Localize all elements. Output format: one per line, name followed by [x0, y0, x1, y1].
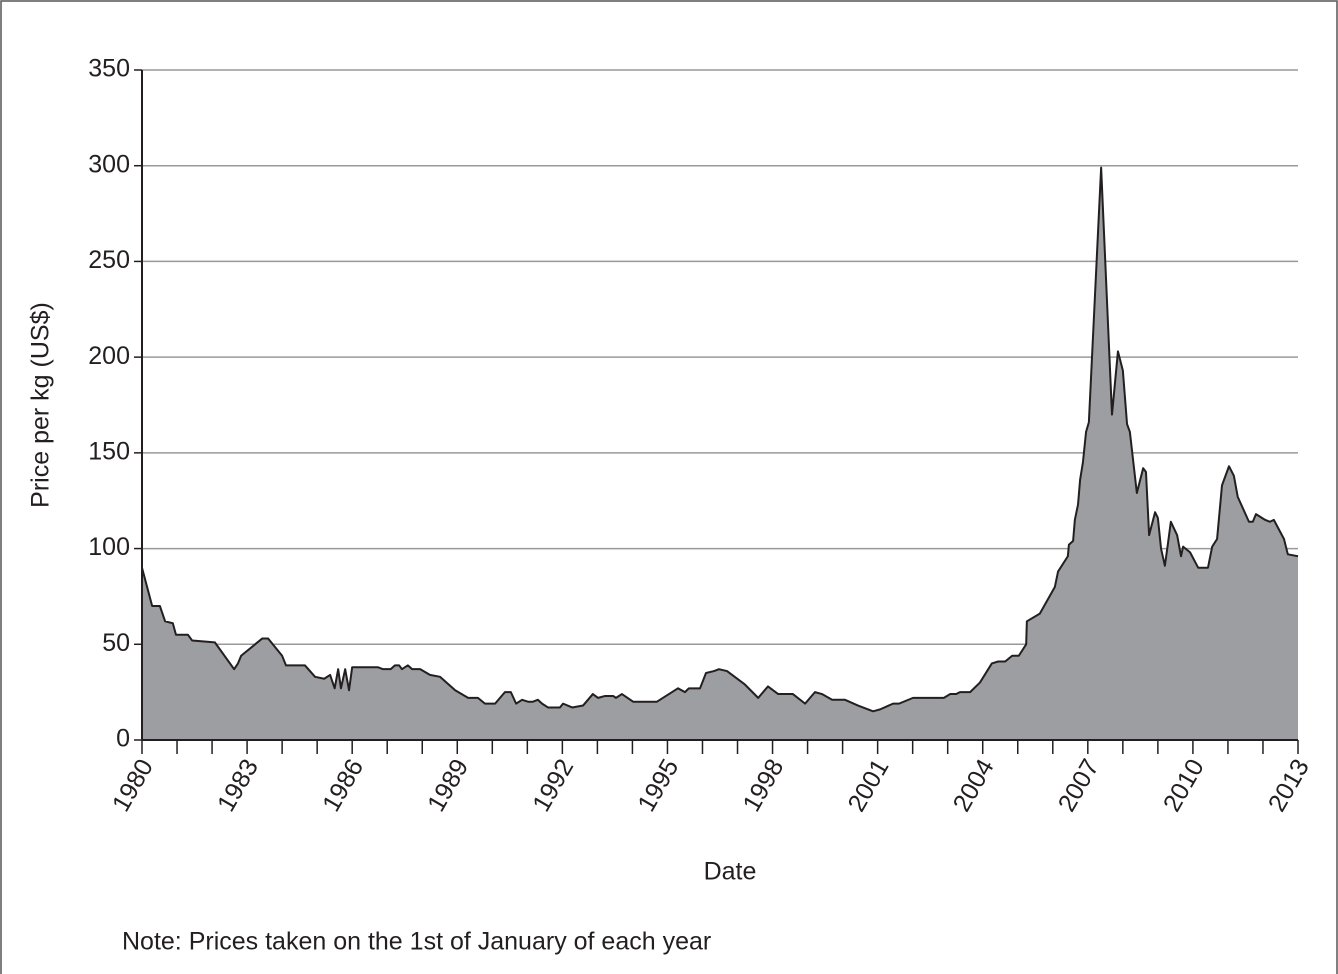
x-tick-label: 2004: [948, 754, 1000, 816]
x-tick-label: 2010: [1158, 754, 1210, 816]
y-tick-label: 150: [88, 437, 130, 465]
area-outline: [141, 166, 1299, 713]
y-tick-label: 100: [88, 533, 130, 561]
x-tick-label: 1986: [317, 754, 369, 816]
x-tick-label: 1992: [527, 754, 579, 816]
x-tick-label: 2001: [842, 754, 894, 816]
x-tick-label: 2013: [1263, 754, 1315, 816]
y-tick-label: 50: [102, 629, 130, 657]
y-tick-label: 350: [88, 55, 130, 83]
x-tick-label: 1998: [737, 754, 789, 816]
area: [142, 167, 1298, 741]
note: Note: Prices taken on the 1st of January…: [122, 928, 711, 956]
x-tick-label: 1983: [212, 754, 264, 816]
y-tick-label: 200: [88, 342, 130, 370]
y-tick-label: 250: [88, 246, 130, 274]
x-tick-label: 1995: [632, 754, 684, 816]
x-tick-label: 1989: [422, 754, 474, 816]
y-tick-label: 300: [88, 150, 130, 178]
x-axis-label: Date: [704, 858, 757, 886]
y-axis-label: Price per kg (US$): [27, 302, 55, 508]
x-tick-label: 1980: [107, 754, 159, 816]
x-tick-label: 2007: [1053, 754, 1105, 816]
y-tick-label: 0: [116, 725, 130, 753]
